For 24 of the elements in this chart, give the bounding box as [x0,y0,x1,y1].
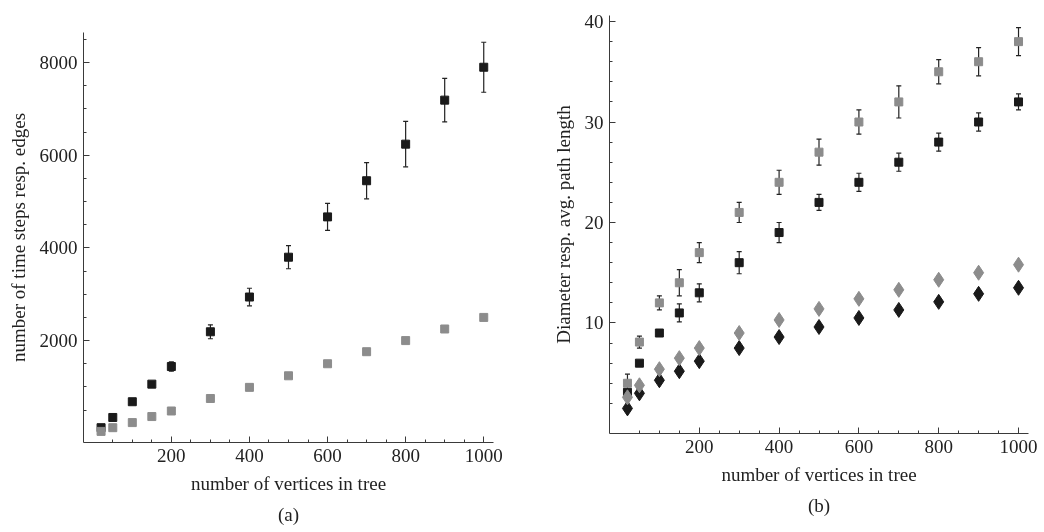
y-tick-label: 40 [584,11,604,33]
x-tick-label: 800 [391,444,420,466]
y-tick-label: 6000 [39,144,78,166]
text: (a) [277,503,300,526]
y-axis-title: number of time steps resp. edges [7,112,29,363]
x-tick-label: 800 [924,435,953,457]
x-tick-label: 1000 [999,435,1038,457]
x-tick-label: 400 [235,444,264,466]
x-tick-label: 1000 [464,444,503,466]
x-tick-label: 600 [844,435,874,457]
y-tick-label: 4000 [39,237,78,259]
y-tick-label: 10 [584,312,604,334]
x-tick-label: 200 [157,444,186,466]
x-tick-label: 200 [685,435,714,457]
x-axis-title: number of vertices in tree [721,463,917,485]
y-tick-label: 20 [584,211,604,233]
y-axis-title: Diameter resp. avg. path length [552,104,574,344]
y-tick-label: 8000 [39,52,78,74]
x-axis-title: number of vertices in tree [190,472,387,494]
y-tick-label: 30 [584,111,604,133]
y-tick-label: 2000 [39,330,78,352]
x-tick-label: 600 [313,444,342,466]
x-tick-label: 400 [764,435,794,457]
text: (b) [807,494,831,517]
